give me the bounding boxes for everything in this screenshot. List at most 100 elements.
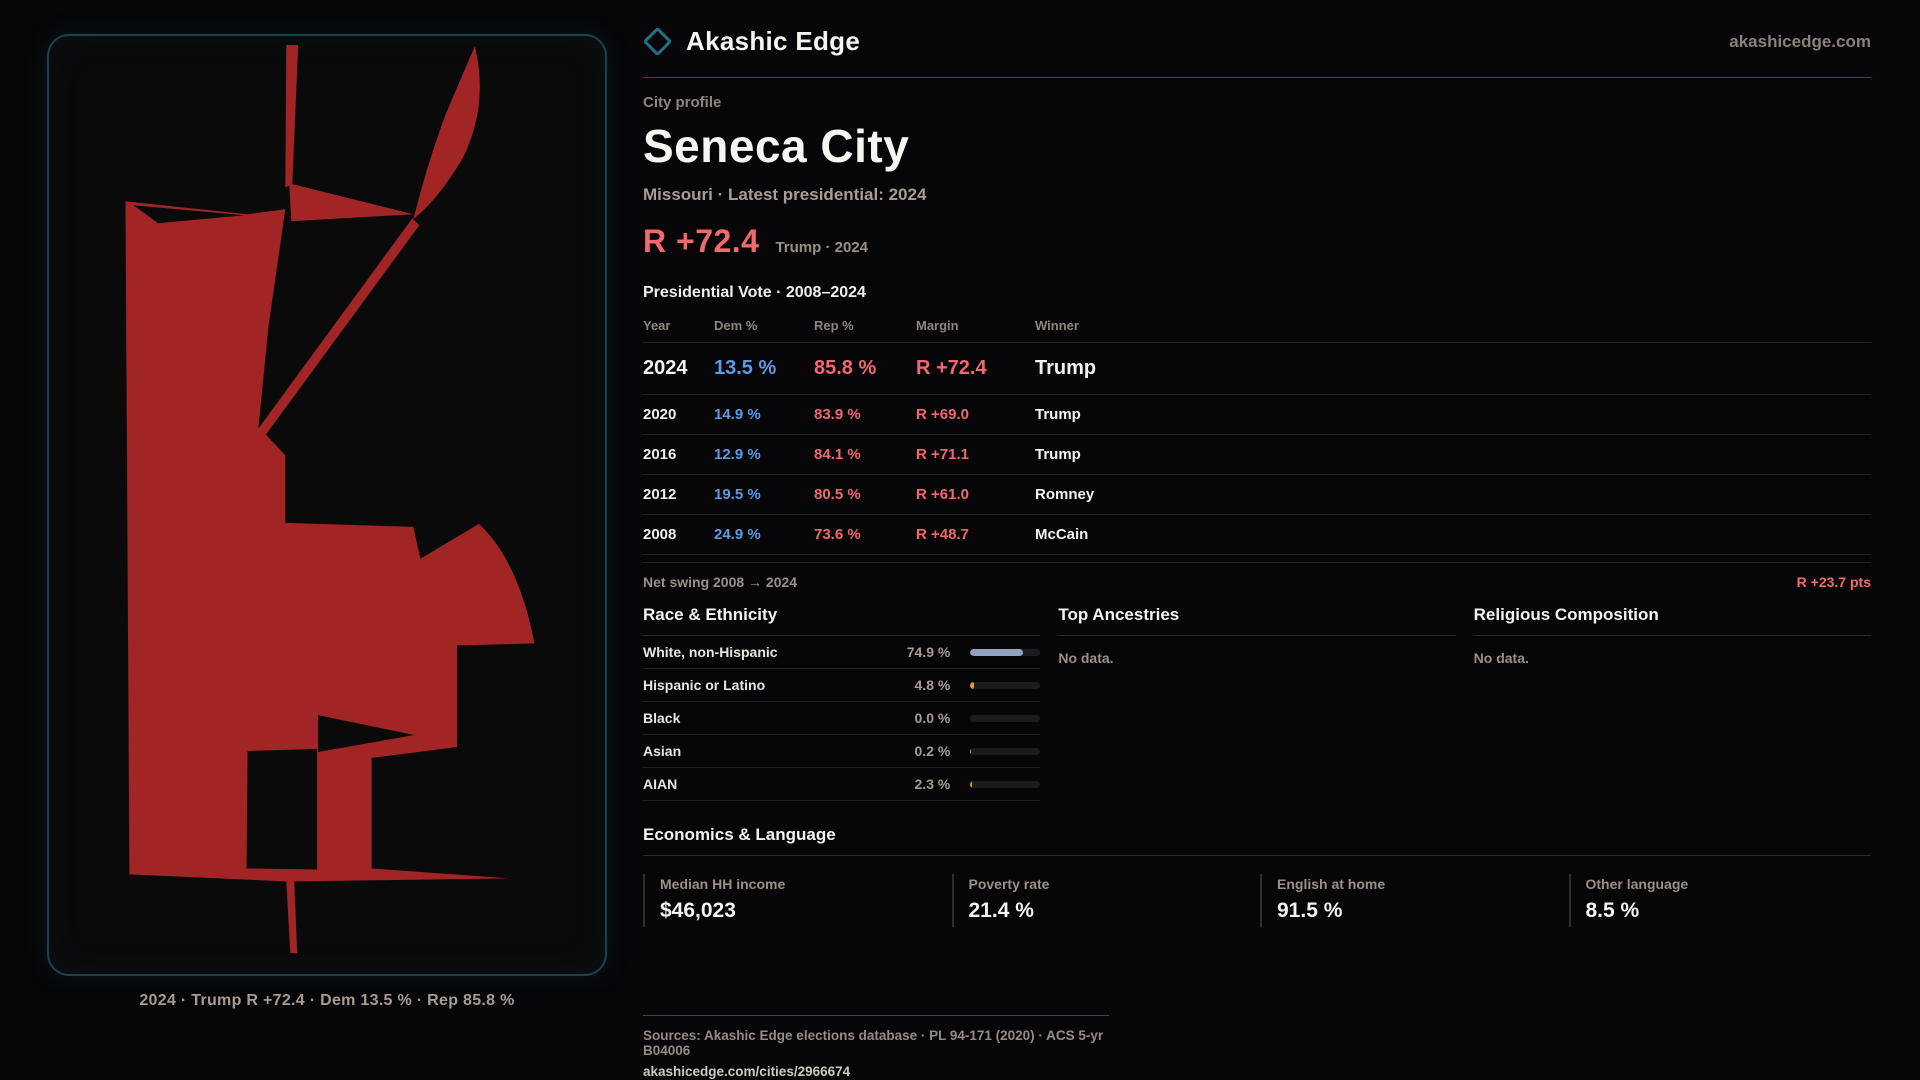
race-label: White, non-Hispanic	[643, 644, 778, 660]
table-cell-year: 2020	[643, 394, 714, 435]
table-cell-margin: R +69.0	[916, 394, 1035, 435]
table-cell-dem: 24.9 %	[714, 514, 814, 555]
race-row: Asian 0.2 %	[643, 735, 1041, 768]
diamond-logo-icon	[642, 26, 673, 57]
table-title: Presidential Vote · 2008–2024	[643, 284, 866, 301]
race-label: Asian	[643, 743, 682, 759]
race-bar	[970, 714, 1041, 722]
race-bar-fill	[970, 780, 972, 788]
religious-composition-section: Religious Composition No data.	[1473, 605, 1871, 801]
net-swing-row: Net swing 2008 → 2024 R +23.7 pts	[643, 562, 1871, 599]
race-value: 74.9 %	[906, 644, 951, 660]
table-header-cell: Dem %	[714, 312, 814, 343]
table-cell-rep: 83.9 %	[814, 394, 916, 435]
table-cell-margin: R +72.4	[916, 342, 1035, 395]
headline-margin-note: Trump · 2024	[775, 239, 869, 256]
race-row: AIAN 2.3 %	[643, 768, 1041, 801]
race-row: Hispanic or Latino 4.8 %	[643, 669, 1041, 702]
headline-margin: R +72.4 Trump · 2024	[643, 223, 1871, 260]
race-bar-fill	[970, 648, 1023, 656]
table-cell-margin: R +48.7	[916, 514, 1035, 555]
map-caption: 2024 · Trump R +72.4 · Dem 13.5 % · Rep …	[139, 992, 515, 1009]
table-body: 2024 13.5 % 85.8 % R +72.4 Trump 2020 14.9 % 83…	[643, 342, 1871, 555]
race-label: Hispanic or Latino	[643, 677, 766, 693]
headline-margin-value: R +72.4	[643, 223, 760, 259]
stat-label: English at home	[1277, 876, 1386, 892]
race-label: Black	[643, 710, 681, 726]
religious-composition-empty: No data.	[1473, 650, 1529, 666]
race-ethnicity-title: Race & Ethnicity	[643, 605, 1041, 636]
table-header-cell: Year	[643, 312, 714, 343]
economics-stats: Median HH income $46,023 Poverty rate 21.4 …	[643, 874, 1871, 927]
race-bar	[970, 780, 1041, 788]
table-cell-margin: R +61.0	[916, 474, 1035, 515]
kicker: City profile	[643, 94, 722, 111]
race-bar-fill	[970, 681, 974, 689]
table-cell-winner: Romney	[1035, 474, 1871, 515]
race-value: 0.0 %	[914, 710, 951, 726]
table-cell-rep: 84.1 %	[814, 434, 916, 475]
city-boundary-map[interactable]	[47, 34, 607, 976]
stat-value: 91.5 %	[1277, 899, 1343, 922]
stat-value: 8.5 %	[1585, 899, 1640, 922]
footer: Sources: Akashic Edge elections database…	[643, 1015, 1109, 1079]
table-cell-year: 2012	[643, 474, 714, 515]
table-cell-winner: Trump	[1035, 394, 1871, 435]
table-row: 2020 14.9 % 83.9 % R +69.0 Trump	[643, 394, 1871, 435]
stat-card: Poverty rate 21.4 %	[951, 874, 1255, 927]
table-cell-dem: 13.5 %	[714, 342, 814, 395]
race-ethnicity-list: White, non-Hispanic 74.9 % Hispanic or Lat…	[643, 636, 1041, 801]
table-row: 2008 24.9 % 73.6 % R +48.7 McCain	[643, 514, 1871, 555]
demographics-columns: Race & Ethnicity White, non-Hispanic 74.9…	[643, 605, 1871, 801]
stat-value: 21.4 %	[968, 899, 1034, 922]
table-cell-rep: 85.8 %	[814, 342, 916, 395]
table-cell-year: 2008	[643, 514, 714, 555]
top-ancestries-section: Top Ancestries No data.	[1058, 605, 1456, 801]
net-swing-value: R +23.7 pts	[1796, 574, 1871, 590]
stat-card: Median HH income $46,023	[643, 874, 946, 927]
presidential-vote-table: Year Dem % Rep % Margin Winner 2024 13.5 % 85.…	[643, 312, 1871, 555]
table-header-row: Year Dem % Rep % Margin Winner	[643, 312, 1871, 343]
footer-permalink-link[interactable]: akashicedge.com/cities/2966674	[643, 1064, 851, 1079]
top-ancestries-title: Top Ancestries	[1058, 605, 1456, 636]
stat-label: Poverty rate	[968, 876, 1050, 892]
table-cell-margin: R +71.1	[916, 434, 1035, 475]
race-value: 4.8 %	[914, 677, 951, 693]
table-cell-dem: 19.5 %	[714, 474, 814, 515]
economics-title: Economics & Language	[643, 825, 1871, 856]
net-swing-label: Net swing 2008 → 2024	[643, 574, 798, 590]
page-title: Seneca City	[643, 120, 910, 172]
race-value: 0.2 %	[914, 743, 951, 759]
table-cell-year: 2024	[643, 342, 714, 395]
stat-card: Other language 8.5 %	[1568, 874, 1872, 927]
table-row: 2024 13.5 % 85.8 % R +72.4 Trump	[643, 342, 1871, 395]
stat-label: Median HH income	[660, 876, 786, 892]
table-header-cell: Winner	[1035, 312, 1871, 343]
race-value: 2.3 %	[914, 776, 951, 792]
subtitle: Missouri · Latest presidential: 2024	[643, 185, 927, 204]
race-row: White, non-Hispanic 74.9 %	[643, 636, 1041, 669]
race-bar	[970, 648, 1041, 656]
table-cell-rep: 80.5 %	[814, 474, 916, 515]
stat-value: $46,023	[660, 899, 736, 922]
race-label: AIAN	[643, 776, 678, 792]
religious-composition-title: Religious Composition	[1473, 605, 1871, 636]
table-header-cell: Margin	[916, 312, 1035, 343]
stat-card: English at home 91.5 %	[1260, 874, 1563, 927]
table-cell-dem: 12.9 %	[714, 434, 814, 475]
table-cell-rep: 73.6 %	[814, 514, 916, 555]
table-header-cell: Rep %	[814, 312, 916, 343]
brand-name: Akashic Edge	[686, 26, 861, 56]
city-boundary-svg	[125, 44, 535, 954]
header-bar: Akashic Edge akashicedge.com	[642, 0, 1871, 78]
race-bar	[970, 747, 1041, 755]
table-row: 2012 19.5 % 80.5 % R +61.0 Romney	[643, 474, 1871, 515]
table-row: 2016 12.9 % 84.1 % R +71.1 Trump	[643, 434, 1871, 475]
top-ancestries-empty: No data.	[1058, 650, 1114, 666]
race-ethnicity-section: Race & Ethnicity White, non-Hispanic 74.9…	[643, 605, 1041, 801]
footer-sources: Sources: Akashic Edge elections database…	[643, 1028, 1104, 1058]
race-row: Black 0.0 %	[643, 702, 1041, 735]
table-cell-winner: Trump	[1035, 434, 1871, 475]
stat-label: Other language	[1585, 876, 1689, 892]
